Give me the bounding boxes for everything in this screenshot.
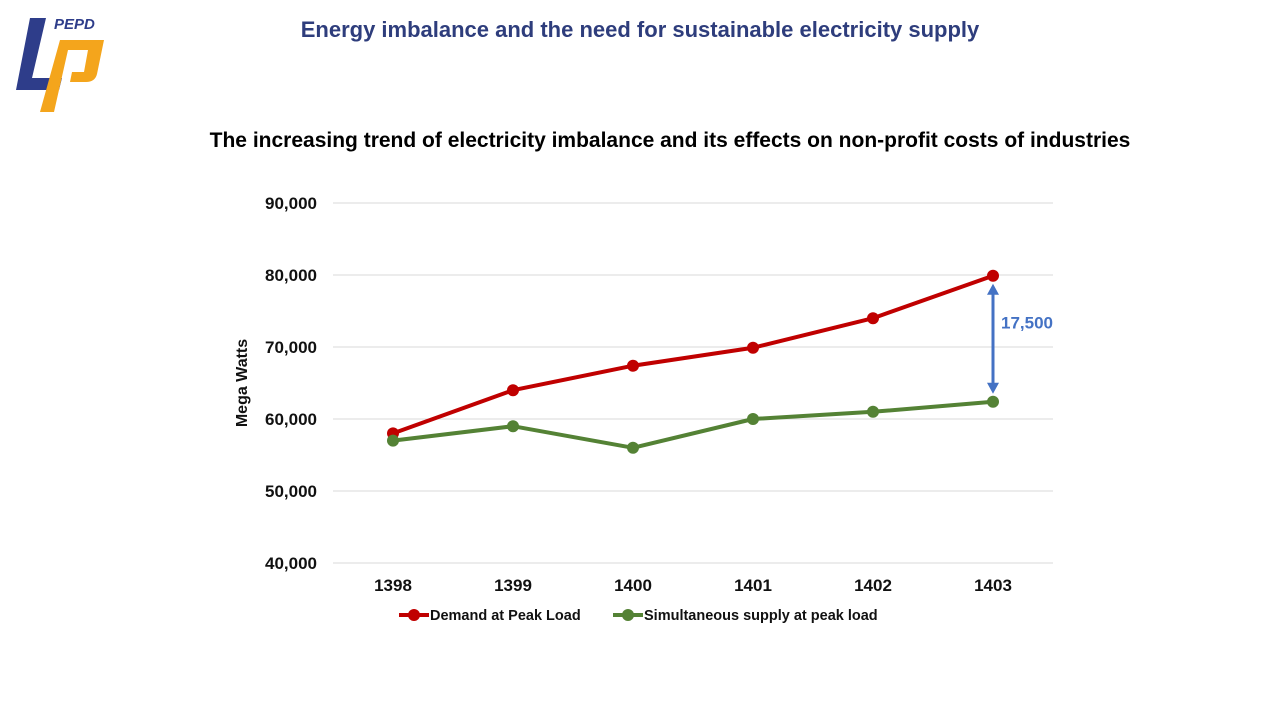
series-line-demand [392,273,994,436]
annotation-arrow-head-down [987,382,999,394]
x-tick-label: 1398 [374,576,412,595]
y-tick-label: 60,000 [265,410,317,429]
data-point-demand [627,359,639,372]
chart-title: The increasing trend of electricity imba… [209,129,1131,152]
y-tick-label: 90,000 [265,194,317,213]
annotation-arrow-head-up [987,283,999,295]
y-tick-label: 80,000 [265,266,317,285]
data-point-supply [627,441,639,454]
slide-title: Energy imbalance and the need for sustai… [300,17,980,42]
y-tick-label: 40,000 [265,554,317,573]
y-tick-label: 70,000 [265,338,317,357]
data-point-supply [387,434,399,447]
y-axis-label: Mega Watts [234,339,251,427]
legend-label: Demand at Peak Load [430,608,581,624]
logo-text: PEPD [54,16,95,33]
legend-label: Simultaneous supply at peak load [644,608,878,624]
data-point-demand [507,384,519,397]
data-point-demand [747,341,759,354]
x-tick-label: 1399 [494,576,532,595]
logo-orange-shape [40,40,104,112]
logo-blue-shape [16,18,62,90]
data-point-demand [987,269,999,282]
data-point-demand [867,312,879,325]
legend-swatch-marker [408,609,420,621]
x-tick-label: 1403 [974,576,1012,595]
annotation-label: 17,500 [1001,314,1053,333]
data-point-supply [507,420,519,433]
data-point-supply [867,405,879,418]
data-point-supply [747,413,759,425]
pepd-logo: PEPD [12,12,112,116]
y-tick-label: 50,000 [265,482,317,501]
x-tick-label: 1400 [614,576,652,595]
legend-swatch-marker [622,609,634,621]
series-line-supply [392,399,994,450]
x-tick-label: 1401 [734,576,772,595]
x-tick-label: 1402 [854,576,892,595]
data-point-supply [987,395,999,408]
